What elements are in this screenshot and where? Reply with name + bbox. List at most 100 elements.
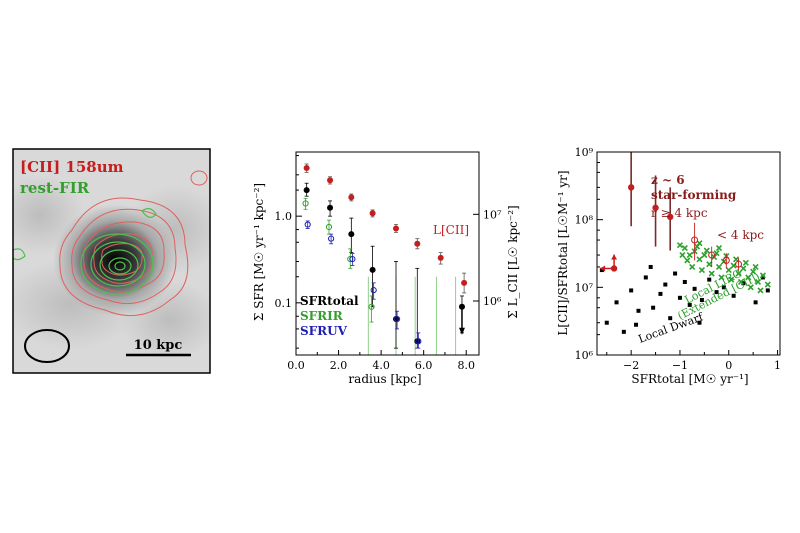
y-tick-label: 0.1 bbox=[275, 297, 293, 310]
legend-sfr-uv: SFRUV bbox=[300, 324, 348, 338]
point--4-kpc bbox=[708, 251, 716, 259]
point--4-kpc bbox=[735, 260, 743, 268]
annotation-z6: z ~ 6 bbox=[651, 173, 685, 187]
point-local-dwarf bbox=[707, 277, 712, 282]
data-point-sfruv bbox=[415, 338, 422, 345]
x-tick-label: 4.0 bbox=[372, 359, 390, 372]
map-label-fir: rest-FIR bbox=[20, 179, 90, 197]
point-local-lirg bbox=[715, 245, 723, 252]
point-local-lirg bbox=[703, 247, 710, 254]
point-local-lirg bbox=[764, 281, 771, 288]
data-point-l-cii- bbox=[437, 254, 444, 261]
data-point-l-cii- bbox=[369, 210, 376, 217]
point-local-dwarf bbox=[634, 322, 639, 327]
y-tick-label: 1.0 bbox=[275, 210, 293, 223]
point-r-4-kpc bbox=[667, 213, 674, 221]
point-local-lirg bbox=[686, 251, 693, 259]
point-local-lirg bbox=[742, 259, 749, 266]
point-local-dwarf bbox=[677, 295, 682, 300]
annotation-star-forming: star-forming bbox=[651, 188, 737, 202]
point-local-dwarf bbox=[599, 268, 604, 273]
point-local-dwarf bbox=[604, 320, 609, 325]
x-tick-label: 2.0 bbox=[330, 359, 348, 372]
point-local-dwarf bbox=[648, 264, 653, 269]
point-local-lirg bbox=[750, 268, 757, 275]
deficit-y-label: L[CII]/SFRtotal [L☉M⁻¹ yr] bbox=[556, 170, 570, 335]
radial-profile-panel: 0.0 2.0 4.0 6.0 8.0 0.1 1.0 10⁶ 10⁷ radius [kpc]… bbox=[252, 151, 520, 386]
point-local-lirg bbox=[740, 265, 747, 272]
point-local-lirg bbox=[706, 261, 713, 268]
data-point-sfrtotal bbox=[327, 204, 334, 211]
data-point-sfruv bbox=[393, 315, 401, 323]
data-point-sfruv bbox=[328, 235, 335, 242]
radial-y-label-left: Σ SFR [M☉ yr⁻¹ kpc⁻²] bbox=[252, 183, 266, 321]
radial-x-label: radius [kpc] bbox=[348, 372, 421, 386]
x-tick-label: −1 bbox=[672, 359, 688, 372]
x-tick-label: 6.0 bbox=[415, 359, 433, 372]
point-local-dwarf bbox=[741, 281, 746, 286]
point-local-lirg bbox=[696, 240, 703, 247]
data-point-l-cii- bbox=[414, 240, 421, 247]
point-local-dwarf bbox=[663, 282, 668, 287]
y-tick-label: 10⁶ bbox=[575, 349, 594, 362]
upper-limit-arrowhead bbox=[600, 265, 606, 272]
data-point-l-cii- bbox=[393, 225, 400, 232]
point-local-lirg bbox=[752, 263, 759, 271]
radial-profile-marks bbox=[302, 163, 468, 355]
point-local-dwarf bbox=[668, 316, 673, 321]
radial-profile-frame bbox=[295, 151, 480, 356]
point-local-dwarf bbox=[753, 300, 758, 305]
point-local-dwarf bbox=[621, 329, 626, 334]
data-point-sfruv bbox=[370, 287, 377, 294]
point-local-lirg bbox=[689, 263, 696, 271]
radial-cii-label: L[CII] bbox=[433, 223, 469, 237]
point-local-lirg bbox=[735, 270, 742, 277]
point-local-lirg bbox=[745, 274, 752, 281]
data-point-l-cii- bbox=[461, 279, 468, 286]
point-local-lirg bbox=[737, 278, 745, 286]
map-frame bbox=[12, 148, 211, 374]
legend-sfr-ir: SFRIR bbox=[300, 309, 344, 323]
point-local-lirg bbox=[696, 256, 703, 263]
point-local-dwarf bbox=[692, 286, 697, 291]
y-right-tick-label: 10⁷ bbox=[483, 208, 502, 221]
annotation-local-dwarf: Local Dwarf bbox=[637, 310, 706, 346]
point-local-dwarf bbox=[699, 297, 704, 302]
map-label-cii: [CII] 158um bbox=[20, 158, 124, 176]
point-local-lirg bbox=[708, 270, 715, 277]
point-local-dwarf bbox=[697, 320, 702, 325]
data-point-l-cii- bbox=[348, 194, 355, 201]
point-local-dwarf bbox=[687, 302, 692, 307]
y-tick-label: 10⁹ bbox=[575, 146, 594, 159]
data-point-sfrir bbox=[368, 303, 375, 310]
radial-y-label-right: Σ L_CII [L☉ kpc⁻²] bbox=[506, 205, 520, 318]
point-local-lirg bbox=[684, 257, 691, 264]
point-r-4-kpc bbox=[627, 184, 635, 191]
point-local-lirg bbox=[701, 251, 708, 259]
beam-ellipse bbox=[24, 329, 70, 363]
point-local-dwarf bbox=[651, 305, 656, 310]
point-local-lirg bbox=[728, 276, 735, 283]
y-tick-label: 10⁷ bbox=[575, 281, 594, 294]
point-local-lirg bbox=[681, 245, 688, 252]
cii-contours bbox=[59, 170, 208, 317]
y-tick-label: 10⁸ bbox=[575, 214, 594, 227]
point-local-dwarf bbox=[614, 300, 619, 305]
fir-contours bbox=[12, 208, 157, 295]
data-point-sfrir bbox=[347, 255, 354, 263]
point-local-lirg bbox=[759, 272, 766, 279]
cii-deficit-panel: −2 −1 0 1 10⁶ 10⁷ 10⁸ 10⁹ SFRtotal [M☉ yr⁻¹] L[… bbox=[556, 146, 781, 386]
x-tick-label: 8.0 bbox=[457, 359, 475, 372]
point--4-kpc bbox=[691, 236, 699, 244]
cii-fir-map-panel: [CII] 158um rest-FIR 10 kpc bbox=[12, 148, 211, 374]
data-point-sfrtotal bbox=[348, 231, 355, 238]
point-local-lirg bbox=[715, 263, 723, 271]
cii-deficit-marks bbox=[599, 152, 771, 334]
point-local-dwarf bbox=[643, 275, 648, 280]
point-local-dwarf bbox=[714, 290, 719, 295]
data-point-sfruv bbox=[349, 255, 356, 263]
point-local-dwarf bbox=[765, 288, 770, 293]
point-local-lirg bbox=[718, 274, 725, 281]
x-tick-label: 1 bbox=[774, 359, 781, 372]
x-tick-label: −2 bbox=[623, 359, 639, 372]
